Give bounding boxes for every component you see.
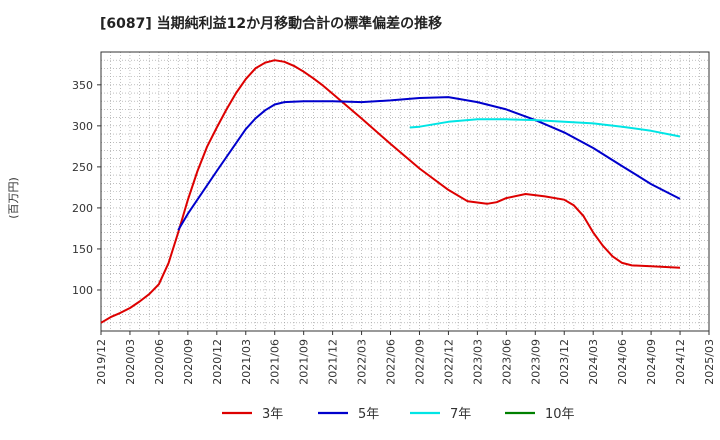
legend: 3年 5年 7年 10年 bbox=[222, 407, 575, 422]
x-tick-label: 2022/12 bbox=[442, 339, 455, 385]
y-tick-label: 200 bbox=[72, 202, 93, 215]
x-tick-label: 2022/03 bbox=[356, 339, 369, 385]
y-tick-label: 150 bbox=[72, 243, 93, 256]
grid bbox=[101, 52, 709, 331]
legend-label-2: 5年 bbox=[358, 407, 379, 422]
y-tick-label: 350 bbox=[72, 79, 93, 92]
x-tick-label: 2019/12 bbox=[95, 339, 108, 385]
x-tick-label: 2020/09 bbox=[182, 339, 195, 385]
x-tick-label: 2020/03 bbox=[124, 339, 137, 385]
series-layer bbox=[100, 59, 681, 324]
y-tick-label: 100 bbox=[72, 284, 93, 297]
plot-frame bbox=[100, 51, 710, 332]
legend-label-4: 10年 bbox=[545, 407, 575, 422]
chart-title: [6087] 当期純利益12か月移動合計の標準偏差の推移 bbox=[100, 15, 442, 32]
x-tick-label: 2020/12 bbox=[211, 339, 224, 385]
legend-label-1: 3年 bbox=[262, 407, 283, 422]
x-tick-label: 2024/12 bbox=[674, 339, 687, 385]
y-tick-label: 250 bbox=[72, 161, 93, 174]
x-tick-label: 2024/09 bbox=[645, 339, 658, 385]
y-tick-label: 300 bbox=[72, 120, 93, 133]
x-tick-label: 2023/03 bbox=[471, 339, 484, 385]
series-line-3 bbox=[409, 118, 681, 138]
x-axis-ticks: 2019/12 2020/03 2020/06 2020/09 2020/12 2021/… bbox=[95, 331, 716, 385]
series-line-1 bbox=[100, 59, 681, 324]
x-tick-label: 2021/03 bbox=[240, 339, 253, 385]
x-tick-label: 2022/09 bbox=[413, 339, 426, 385]
x-tick-label: 2020/06 bbox=[153, 339, 166, 385]
x-tick-label: 2024/06 bbox=[616, 339, 629, 385]
x-tick-label: 2023/12 bbox=[558, 339, 571, 385]
legend-label-3: 7年 bbox=[450, 407, 471, 422]
x-tick-label: 2023/09 bbox=[529, 339, 542, 385]
y-axis-ticks: 100 150 200 250 300 350 bbox=[72, 79, 101, 297]
x-tick-label: 2022/06 bbox=[385, 339, 398, 385]
x-tick-label: 2021/06 bbox=[269, 339, 282, 385]
x-tick-label: 2021/12 bbox=[327, 339, 340, 385]
x-tick-label: 2024/03 bbox=[587, 339, 600, 385]
series-line-2 bbox=[177, 96, 681, 231]
y-axis-label: (百万円) bbox=[7, 177, 20, 219]
x-tick-label: 2023/06 bbox=[500, 339, 513, 385]
x-tick-label: 2025/03 bbox=[703, 339, 716, 385]
x-tick-label: 2021/09 bbox=[298, 339, 311, 385]
